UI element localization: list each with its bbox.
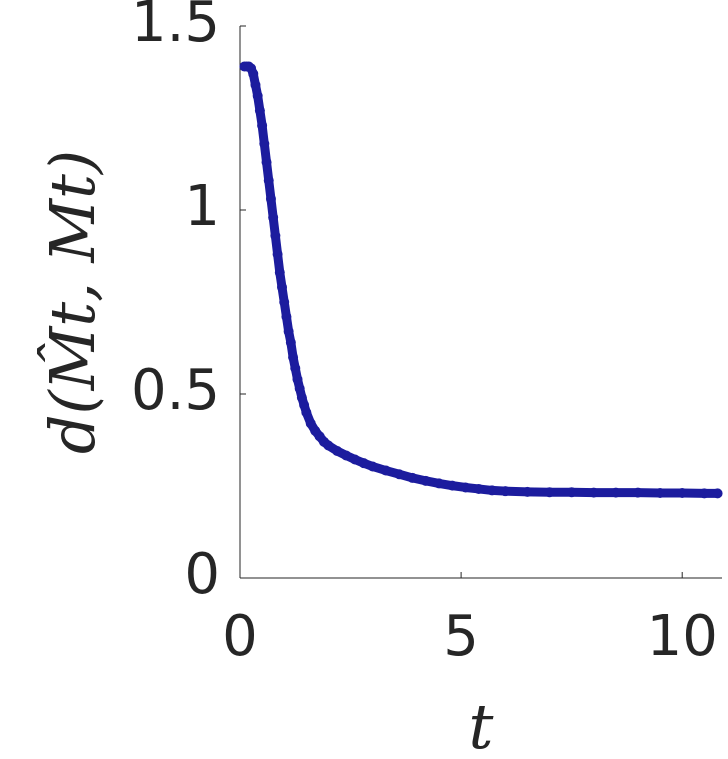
y-tick-label: 0.5 [131,358,220,423]
data-point [433,478,444,489]
x-tick-label: 0 [222,604,258,669]
data-point [281,311,292,322]
data-point [252,90,263,101]
y-axis-label: d(M̂t, Mt) [36,150,109,454]
data-point [257,120,268,131]
data-point [323,440,334,451]
x-tick-label: 5 [443,604,479,669]
data-point [522,486,533,497]
data-point [277,282,288,293]
x-tick-label: 10 [647,604,718,669]
data-point [500,486,511,497]
data-point [285,337,296,348]
data-point [447,480,458,491]
data-point [655,487,666,498]
y-tick-label: 0 [184,542,220,607]
data-point [487,485,498,496]
data-point [259,138,270,149]
data-point [292,374,303,385]
data-point [283,326,294,337]
data-point [420,475,431,486]
data-point [272,249,283,260]
data-point [380,465,391,476]
data-point [250,79,261,90]
data-point [341,450,352,461]
data-point [394,469,405,480]
data-point [301,407,312,418]
data-point [248,68,259,79]
data-point [473,483,484,494]
data-point [254,105,265,116]
data-point [305,418,316,429]
data-point [261,157,272,168]
data-point [265,193,276,204]
data-point [288,352,299,363]
data-point [632,487,643,498]
data-point [712,488,723,499]
x-axis-label: t [469,690,494,759]
y-tick-label: 1 [184,174,220,239]
data-point [274,267,285,278]
data-point [270,230,281,241]
data-point [407,472,418,483]
y-tick-label: 1.5 [131,0,220,55]
data-point [268,212,279,223]
data-point [263,175,274,186]
data-point [460,482,471,493]
data-point [699,488,710,499]
data-point [588,487,599,498]
data-point [610,487,621,498]
data-point [367,461,378,472]
data-point [349,454,360,465]
data-point [677,487,688,498]
data-point [290,363,301,374]
data-point [566,487,577,498]
data-point [279,297,290,307]
data-point [544,487,555,498]
data-point [332,446,343,457]
data-point [294,383,305,394]
data-point [358,458,369,469]
